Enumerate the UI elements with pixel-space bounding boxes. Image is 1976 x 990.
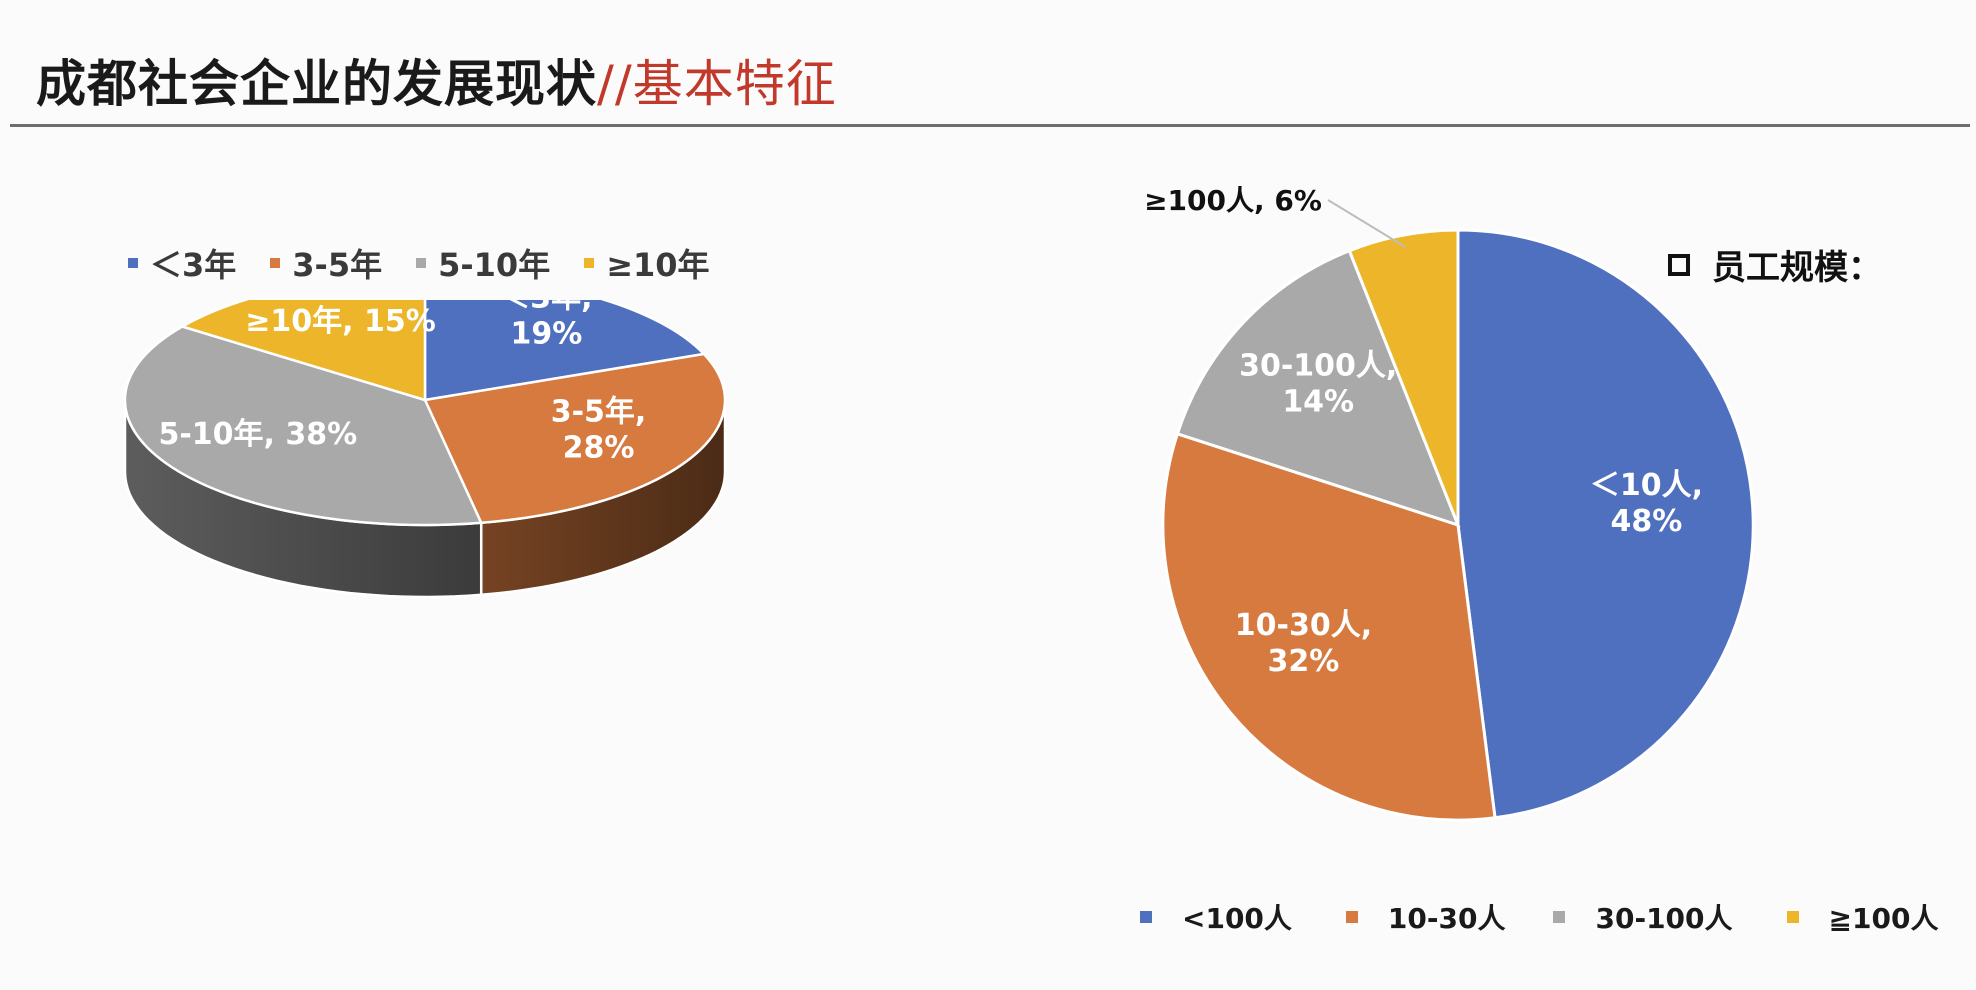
pie-slice-3 <box>423 300 707 402</box>
staff-size-pie-chart: ＜10人, 48% 10-30人, 32% 30-100人, 14% ≥100人, 6% <box>1144 184 1755 822</box>
pie-slice-3-5 <box>423 352 727 525</box>
legend-swatch-100-plus-staff <box>1786 911 1799 923</box>
legend-label-10-plus-years: ≥10年 <box>606 246 710 284</box>
pie-slice-10-30 <box>1161 431 1497 822</box>
staff-size-legend: <100人 10-30人 30-100人 ≧100人 <box>1140 897 1938 937</box>
legend-swatch-10-30-staff <box>1345 911 1358 923</box>
legend-label-10-30-staff: 10-30人 <box>1387 902 1506 935</box>
legend-label-under-100-staff: <100人 <box>1182 902 1292 935</box>
title-divider <box>10 124 1970 127</box>
pie-slice-10 <box>179 300 427 402</box>
legend-item-30-100-staff: 30-100人 <box>1553 897 1733 937</box>
pie-label-3-5: 3-5年, 28% <box>551 395 647 466</box>
pie-slice-5-10 <box>123 325 484 527</box>
staff-size-title: 员工规模： <box>1712 248 1882 288</box>
legend-item-10-plus-years: ≥10年 <box>584 240 710 286</box>
legend-swatch-under-3-years <box>128 258 138 268</box>
legend-label-100-plus-staff: ≧100人 <box>1828 902 1939 935</box>
pie-label-5-10: 5-10年, 38% <box>158 417 357 452</box>
legend-label-3-5-years: 3-5年 <box>292 246 383 284</box>
pie-label-30-100: 30-100人, 14% <box>1239 349 1397 420</box>
checkbox-icon <box>1668 253 1690 276</box>
legend-label-30-100-staff: 30-100人 <box>1595 902 1733 935</box>
legend-item-under-100-staff: <100人 <box>1140 897 1292 937</box>
legend-swatch-under-100-staff <box>1140 911 1152 923</box>
pie-label-10-30: 10-30人, 32% <box>1235 608 1372 679</box>
page-title-separator: // <box>597 55 633 113</box>
pie-label-10: ＜10人, 48% <box>1590 468 1703 539</box>
legend-swatch-3-5-years <box>270 258 281 268</box>
pie-slice-10 <box>1456 228 1755 820</box>
pie-leader-line <box>1327 199 1406 248</box>
pie-label-3: ＜3年,19% <box>500 300 592 352</box>
page-title: 成都社会企业的发展现状//基本特征 <box>36 44 837 116</box>
legend-item-under-3-years: ＜3年 <box>128 240 236 286</box>
pie-slice-30-100 <box>1175 248 1461 528</box>
legend-item-10-30-staff: 10-30人 <box>1345 897 1506 937</box>
page-title-accent: 基本特征 <box>632 55 837 113</box>
legend-swatch-5-10-years <box>416 258 427 268</box>
founding-years-3d-pie-chart: ＜3年,19% 3-5年,28% 5-10年, 38% ≥10年, 15% <box>123 300 727 599</box>
staff-size-heading: 员工规模： <box>1668 240 1882 289</box>
legend-label-5-10-years: 5-10年 <box>438 246 551 284</box>
pie-slice-100 <box>1347 228 1460 526</box>
legend-label-under-3-years: ＜3年 <box>150 246 237 284</box>
legend-item-3-5-years: 3-5年 <box>270 240 382 286</box>
pie-label-100: ≥100人, 6% <box>1144 184 1322 217</box>
pie-label-10: ≥10年, 15% <box>245 304 436 339</box>
page-title-main: 成都社会企业的发展现状 <box>36 55 597 113</box>
legend-item-100-plus-staff: ≧100人 <box>1786 897 1939 937</box>
legend-item-5-10-years: 5-10年 <box>416 240 550 286</box>
legend-swatch-10-plus-years <box>584 258 595 268</box>
legend-swatch-30-100-staff <box>1553 911 1566 923</box>
founding-years-legend: ＜3年 3-5年 5-10年 ≥10年 <box>128 240 744 286</box>
